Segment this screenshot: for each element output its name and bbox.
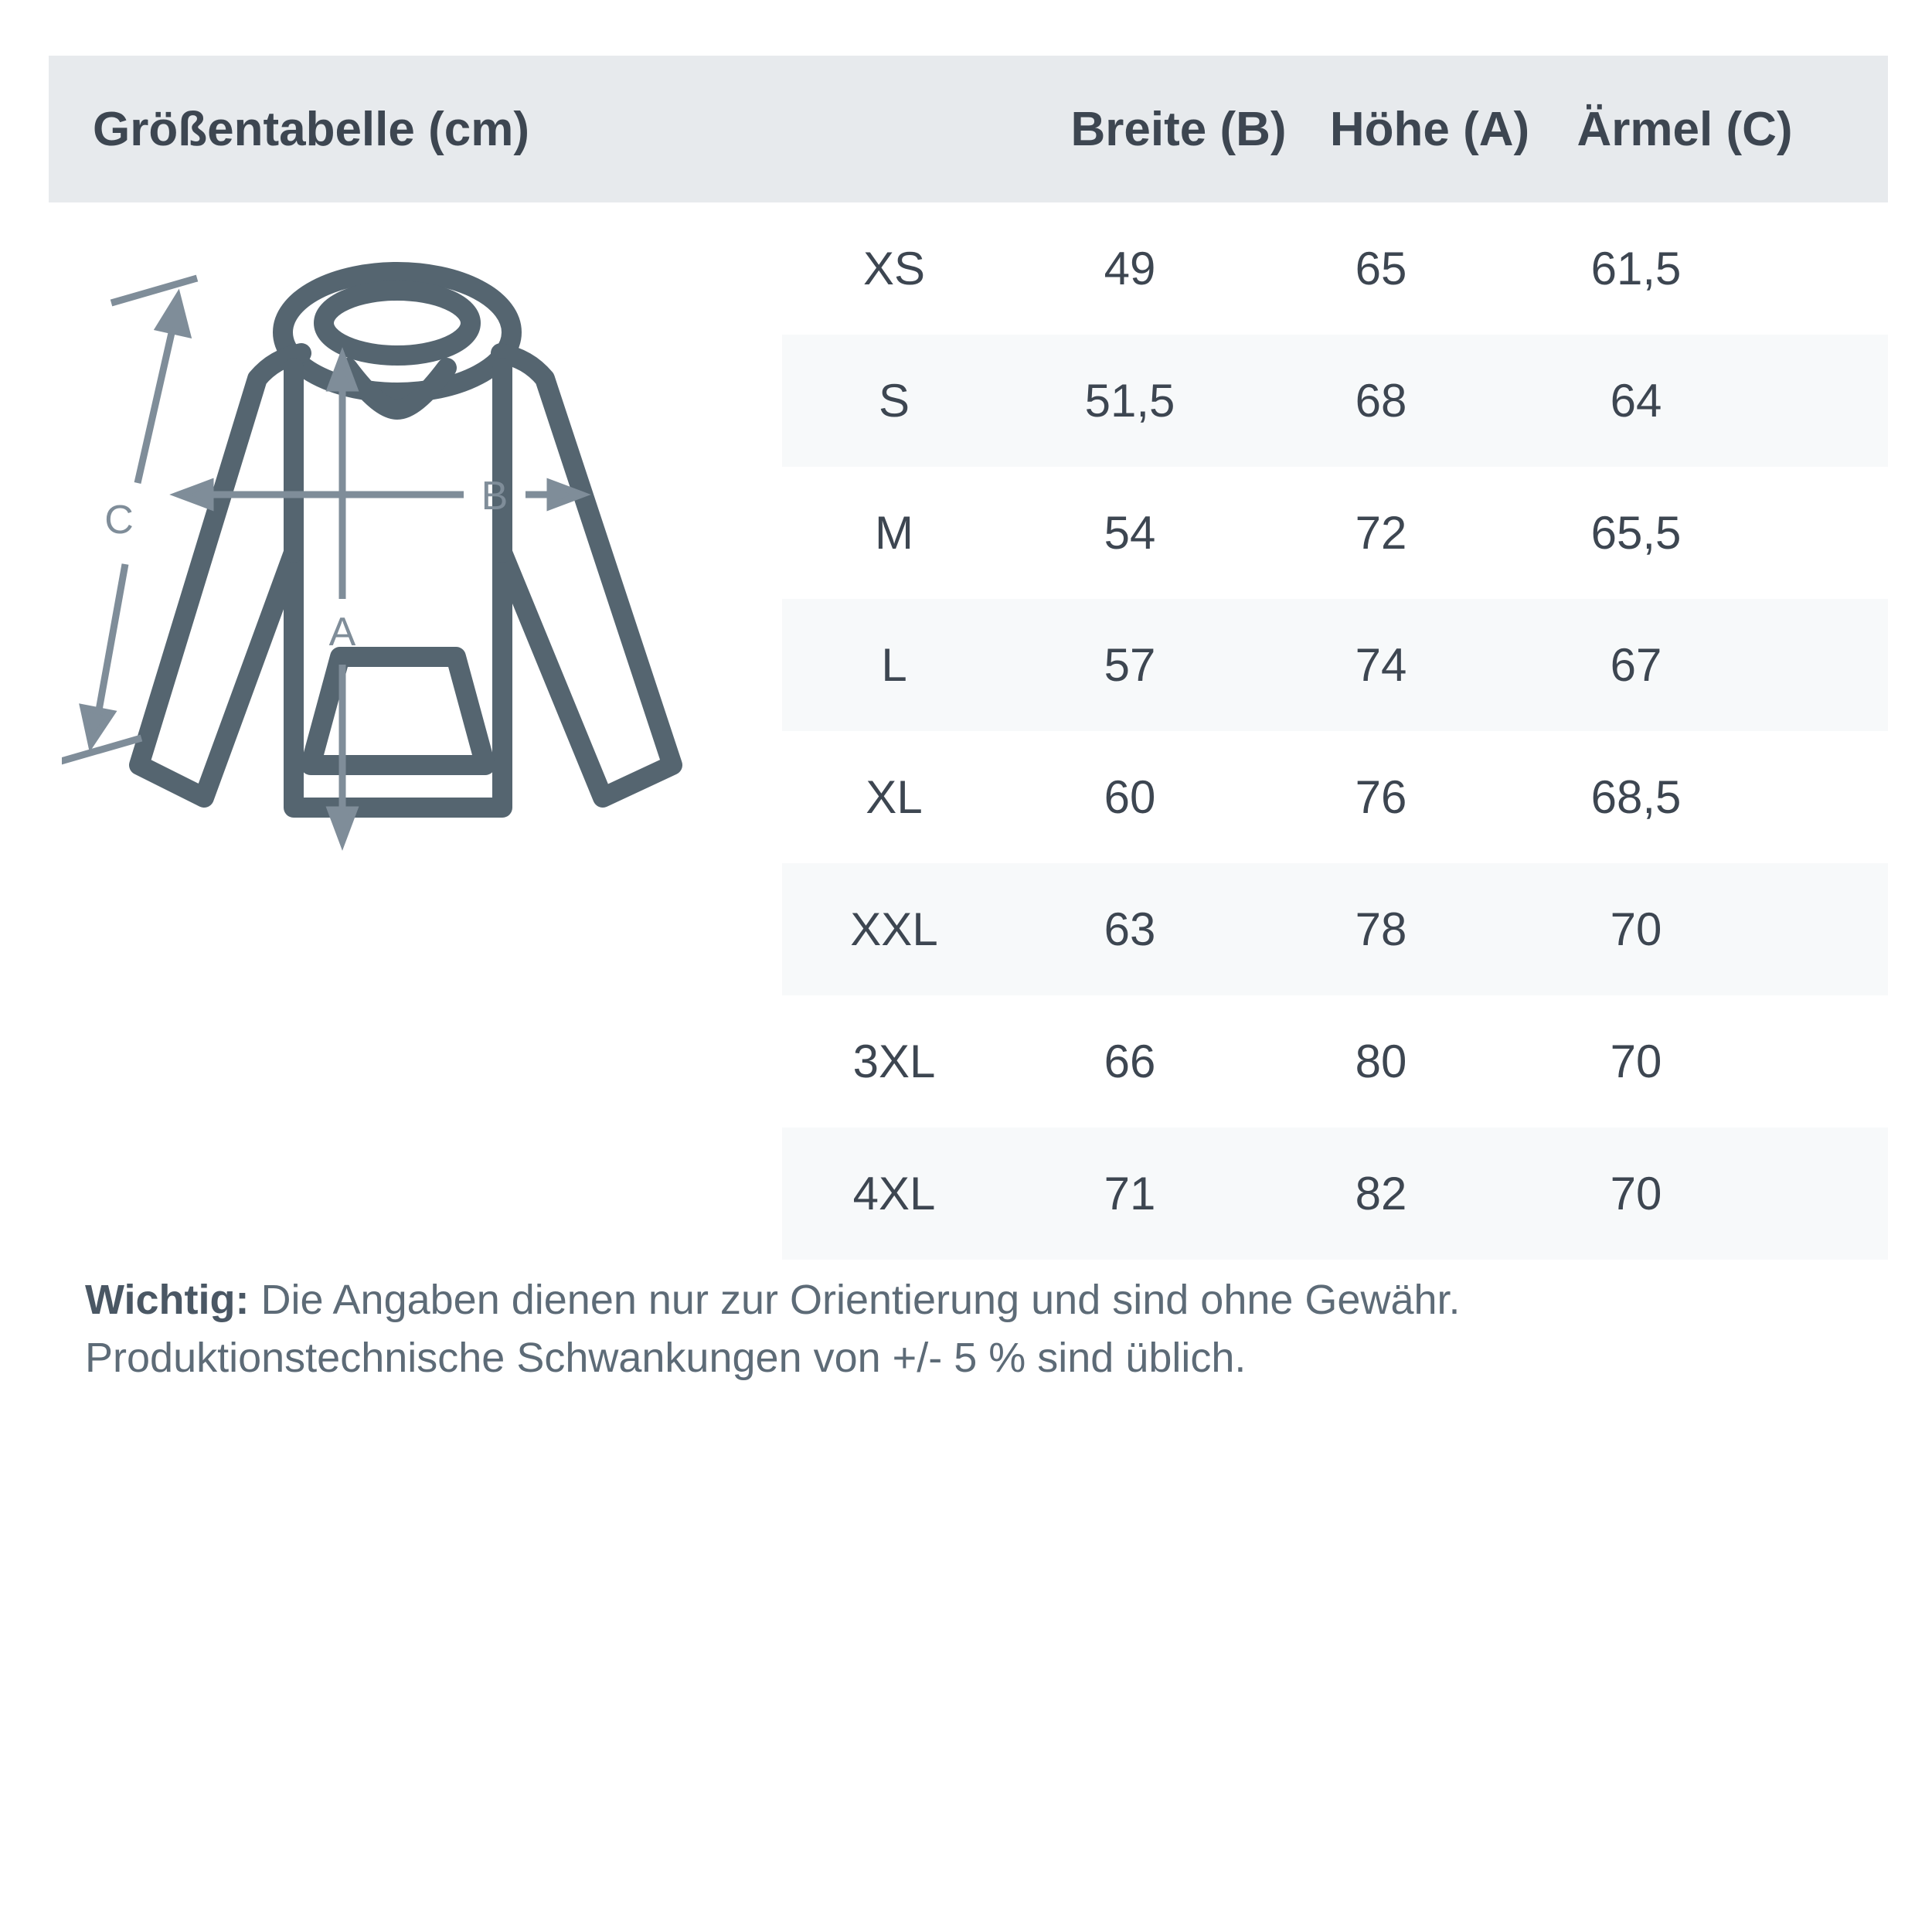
table-header-band: Größentabelle (cm) Breite (B) Höhe (A) Ä… — [49, 56, 1888, 202]
cell-size: L — [881, 639, 907, 691]
table-row: 4XL 71 82 70 — [782, 1128, 1888, 1260]
cell-hoehe: 65 — [1355, 243, 1407, 294]
dimension-arrow-c — [62, 274, 199, 765]
size-table: XS 49 65 61,5 S 51,5 68 64 M 54 72 65,5 … — [782, 202, 1888, 1260]
cell-hoehe: 76 — [1355, 771, 1407, 823]
cell-hoehe: 82 — [1355, 1168, 1407, 1219]
hoodie-body-outline-icon — [129, 343, 682, 818]
table-row: L 57 74 67 — [782, 599, 1888, 731]
neckline-notch-icon — [338, 358, 457, 420]
cell-aermel: 70 — [1610, 903, 1662, 955]
cell-aermel: 70 — [1610, 1168, 1662, 1219]
column-header-breite: Breite (B) — [1070, 102, 1287, 156]
disclaimer-line-1: Die Angaben dienen nur zur Orientierung … — [249, 1277, 1461, 1323]
table-row: S 51,5 68 64 — [782, 335, 1888, 467]
dimension-label-a: A — [329, 610, 356, 655]
dimension-label-c: C — [104, 498, 134, 543]
table-row: XS 49 65 61,5 — [782, 202, 1888, 335]
cell-size: XL — [866, 771, 923, 823]
cell-breite: 57 — [1104, 639, 1156, 691]
cell-hoehe: 80 — [1355, 1036, 1407, 1087]
table-row: XL 60 76 68,5 — [782, 731, 1888, 863]
dimension-arrow-b — [169, 478, 591, 512]
table-row: XXL 63 78 70 — [782, 863, 1888, 995]
cell-hoehe: 68 — [1355, 375, 1407, 427]
dimension-label-b: B — [481, 474, 509, 519]
cell-aermel: 70 — [1610, 1036, 1662, 1087]
disclaimer-lead: Wichtig: — [85, 1277, 250, 1323]
cell-aermel: 65,5 — [1590, 507, 1682, 559]
kangaroo-pocket-icon — [301, 647, 495, 775]
cell-size: 3XL — [852, 1036, 936, 1087]
cell-size: M — [875, 507, 913, 559]
cell-aermel: 68,5 — [1590, 771, 1682, 823]
dimension-arrow-a — [325, 347, 359, 851]
disclaimer-note: Wichtig: Die Angaben dienen nur zur Orie… — [85, 1271, 1878, 1386]
hood-outer-icon — [273, 262, 522, 403]
cell-aermel: 67 — [1610, 639, 1662, 691]
cell-hoehe: 78 — [1355, 903, 1407, 955]
cell-breite: 49 — [1104, 243, 1156, 294]
hoodie-measurement-diagram: A B — [62, 224, 757, 858]
cell-breite: 54 — [1104, 507, 1156, 559]
column-header-row: Breite (B) Höhe (A) Ärmel (C) — [831, 56, 1932, 202]
cell-hoehe: 74 — [1355, 639, 1407, 691]
page-title: Größentabelle (cm) — [93, 102, 529, 156]
cell-size: XXL — [850, 903, 938, 955]
cell-aermel: 61,5 — [1590, 243, 1682, 294]
cell-size: XS — [862, 243, 926, 294]
cell-breite: 66 — [1104, 1036, 1156, 1087]
table-row: 3XL 66 80 70 — [782, 995, 1888, 1128]
column-header-aermel: Ärmel (C) — [1577, 102, 1793, 156]
cell-breite: 51,5 — [1084, 375, 1175, 427]
cell-size: 4XL — [852, 1168, 936, 1219]
cell-breite: 63 — [1104, 903, 1156, 955]
cell-hoehe: 72 — [1355, 507, 1407, 559]
column-header-hoehe: Höhe (A) — [1329, 102, 1530, 156]
cell-breite: 60 — [1104, 771, 1156, 823]
cell-size: S — [878, 375, 910, 427]
hood-inner-icon — [314, 281, 481, 366]
disclaimer-line-2: Produktionstechnische Schwankungen von +… — [85, 1334, 1247, 1381]
table-row: M 54 72 65,5 — [782, 467, 1888, 599]
cell-breite: 71 — [1104, 1168, 1156, 1219]
cell-aermel: 64 — [1610, 375, 1662, 427]
